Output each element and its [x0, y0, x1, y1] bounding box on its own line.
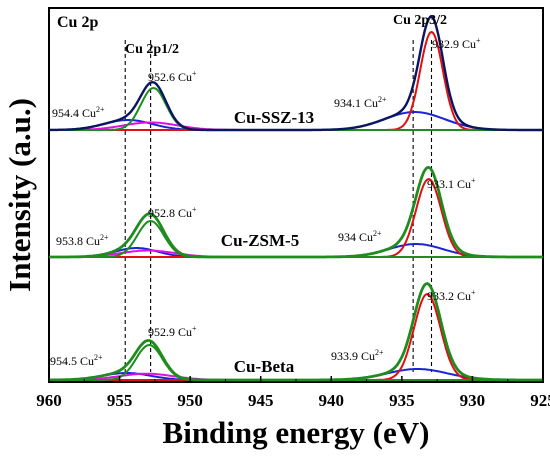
- sample-0: [48, 15, 543, 132]
- x-tick-label: 955: [107, 391, 133, 410]
- peak-annotation: 933.2 Cu+: [427, 288, 476, 303]
- x-tick-label: 925: [530, 391, 550, 410]
- cuplus-fit-1: [49, 343, 543, 381]
- sample-1: [49, 165, 543, 259]
- peak-annotation: 933.9 Cu2+: [331, 348, 384, 363]
- region-label-2p1-2: Cu 2p1/2: [125, 42, 179, 57]
- x-tick-label: 940: [319, 391, 345, 410]
- plot-frame: [48, 7, 544, 383]
- peak-annotation: 934.1 Cu2+: [334, 95, 387, 110]
- peak-annotation: 952.8 Cu+: [148, 205, 197, 220]
- sample-label: Cu-SSZ-13: [234, 108, 314, 127]
- peak-annotation: 952.9 Cu+: [148, 324, 197, 339]
- peak-annotation: 934 Cu2+: [338, 229, 382, 244]
- annotations: Cu-SSZ-13 954.4 Cu2+ 952.6 Cu+ 934.1 Cu2+ 93…: [50, 36, 481, 376]
- peak-annotation: 952.6 Cu+: [148, 69, 197, 84]
- region-label-2p3-2: Cu 2p3/2: [393, 13, 447, 28]
- chart-title: Cu 2p: [57, 14, 98, 31]
- x-tick-label: 960: [36, 391, 62, 410]
- sample-label: Cu-ZSM-5: [221, 231, 299, 250]
- x-axis-title: Binding energy (eV): [163, 415, 430, 450]
- x-axis-ticks: 960 955 950 945 940 935 930 925: [36, 376, 550, 410]
- spectra: [48, 15, 543, 382]
- envelope-curve: [49, 165, 543, 259]
- peak-annotation: 932.9 Cu+: [432, 36, 481, 51]
- x-tick-label: 930: [460, 391, 486, 410]
- x-tick-label: 935: [389, 391, 415, 410]
- envelope-curve: [48, 15, 543, 132]
- peak-annotation: 954.5 Cu2+: [50, 353, 103, 368]
- y-axis-title: Intensity (a.u.): [2, 98, 37, 292]
- sample-label: Cu-Beta: [234, 357, 295, 376]
- peak-annotation: 954.4 Cu2+: [52, 105, 105, 120]
- x-tick-label: 950: [177, 391, 203, 410]
- peak-annotation: 933.1 Cu+: [427, 176, 476, 191]
- x-tick-label: 945: [248, 391, 274, 410]
- peak-annotation: 953.8 Cu2+: [56, 233, 109, 248]
